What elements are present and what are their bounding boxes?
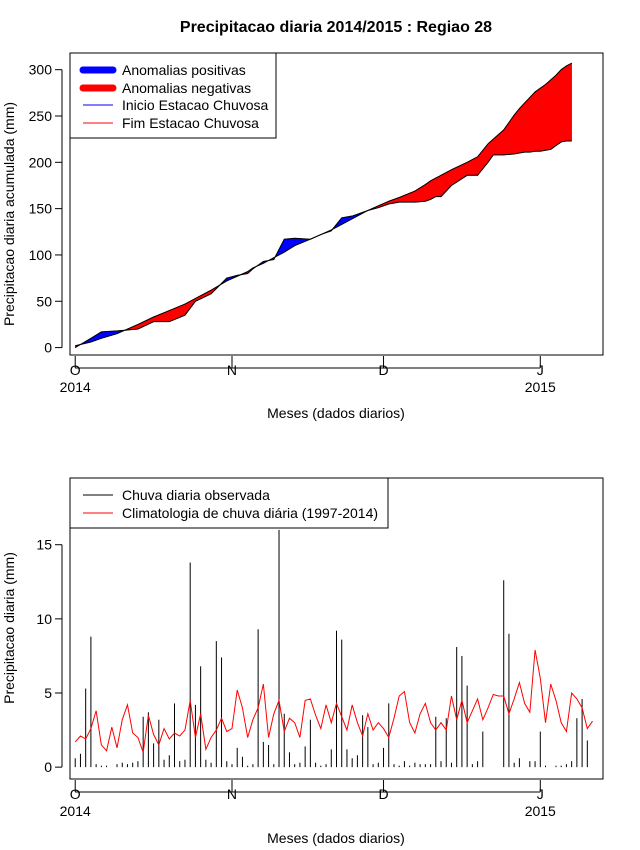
top-plot-frame — [69, 52, 604, 356]
top-y-tick-label: 300 — [29, 62, 53, 78]
bottom-y-tick-label: 15 — [36, 537, 52, 553]
negative-anomaly-area — [503, 114, 515, 156]
top-y-tick-label: 150 — [29, 201, 53, 217]
observed-cumulative-line — [74, 140, 572, 349]
top-y-tick-label: 0 — [44, 340, 52, 356]
bottom-legend: Chuva diaria observada Climatologia de c… — [69, 477, 389, 529]
negative-anomaly-area — [440, 169, 452, 198]
bottom-y-tick-label: 5 — [44, 685, 52, 701]
bottom-legend-box — [69, 477, 389, 529]
top-y-axis-label: Precipitacao diaria acumulada (mm) — [1, 102, 17, 326]
negative-anomaly-area — [414, 184, 426, 203]
negative-anomaly-area — [492, 129, 505, 156]
bottom-year-label: 2015 — [525, 803, 556, 819]
negative-anomaly-area — [550, 74, 557, 150]
top-year-label: 2015 — [525, 379, 556, 395]
bottom-x-tick-label: N — [227, 786, 237, 802]
top-x-tick-label: O — [70, 362, 81, 378]
negative-anomaly-area — [430, 177, 437, 200]
top-year-label: 2014 — [60, 379, 91, 395]
top-legend: Anomalias positivas Anomalias negativas … — [69, 52, 277, 139]
bottom-year-label: 2014 — [60, 803, 91, 819]
top-x-tick-label: N — [227, 362, 237, 378]
negative-anomaly-area — [539, 83, 546, 152]
legend-label-fim: Fim Estacao Chuvosa — [122, 115, 259, 131]
bottom-x-tick-label: D — [378, 786, 388, 802]
top-x-tick-label: D — [378, 362, 388, 378]
legend-label-positive: Anomalias positivas — [122, 62, 246, 78]
negative-anomaly-area — [534, 87, 541, 152]
climatology-line — [74, 649, 593, 753]
top-y-axis: 0 50 100 150 200 250 300 — [29, 62, 63, 356]
climatology-cumulative-line — [75, 62, 572, 347]
positive-anomaly-area — [283, 237, 295, 253]
top-y-tick-label: 100 — [29, 247, 53, 263]
daily-rain-bars — [74, 529, 588, 768]
top-x-tick-label: J — [537, 362, 544, 378]
legend-label-observed: Chuva diaria observada — [122, 487, 270, 503]
bottom-y-axis-label: Precipitacao diaria (mm) — [1, 552, 17, 704]
bottom-x-axis: O N D J 2014 2015 — [60, 780, 556, 819]
negative-anomaly-area — [477, 142, 489, 177]
top-x-axis: O N D J 2014 2015 — [60, 356, 556, 395]
negative-anomaly-area — [529, 91, 536, 153]
negative-anomaly-area — [168, 303, 186, 323]
legend-label-climatology: Climatologia de chuva diária (1997-2014) — [122, 505, 378, 521]
negative-anomaly-area — [519, 102, 525, 154]
bottom-x-tick-label: J — [537, 786, 544, 802]
bottom-y-axis: 0 5 10 15 — [36, 537, 63, 775]
negative-anomaly-area — [545, 79, 552, 151]
negative-anomaly-area — [560, 65, 567, 143]
negative-anomaly-area — [555, 68, 562, 147]
top-y-tick-label: 200 — [29, 154, 53, 170]
negative-anomaly-area — [524, 96, 531, 153]
legend-label-negative: Anomalias negativas — [122, 80, 251, 96]
negative-anomaly-area — [566, 62, 572, 142]
top-y-tick-label: 250 — [29, 108, 53, 124]
negative-anomaly-area — [513, 107, 520, 155]
top-y-tick-label: 50 — [36, 293, 52, 309]
negative-anomaly-area — [435, 174, 442, 197]
top-x-axis-label: Meses (dados diarios) — [267, 405, 405, 421]
daily-precipitation-chart: O N D J 2014 2015 0 5 10 15 Meses (dados diarios… — [1, 477, 604, 846]
bottom-x-axis-label: Meses (dados diarios) — [267, 830, 405, 846]
chart-title: Precipitacao diaria 2014/2015 : Regiao 2… — [180, 19, 492, 36]
bottom-x-tick-label: O — [70, 786, 81, 802]
bottom-y-tick-label: 0 — [44, 759, 52, 775]
anomaly-areas — [74, 62, 572, 349]
cumulative-precipitation-chart: Precipitacao diaria 2014/2015 : Regiao 2… — [1, 19, 604, 421]
bottom-y-tick-label: 10 — [36, 611, 52, 627]
legend-label-inicio: Inicio Estacao Chuvosa — [122, 97, 269, 113]
